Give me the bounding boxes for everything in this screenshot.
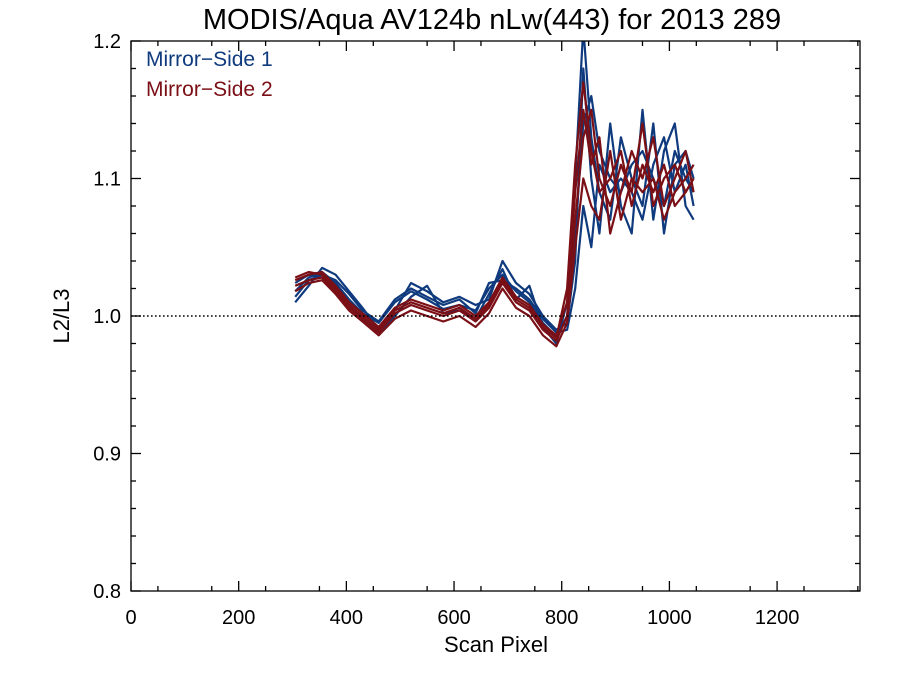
series-line-8 xyxy=(294,81,695,340)
y-axis-label: L2/L3 xyxy=(49,288,74,343)
series-line-4 xyxy=(294,136,695,334)
x-tick-label: 200 xyxy=(222,607,255,629)
x-tick-label: 800 xyxy=(545,607,578,629)
x-tick-label: 1000 xyxy=(647,607,692,629)
x-tick-label: 600 xyxy=(437,607,470,629)
y-tick-label: 1.2 xyxy=(93,31,121,53)
x-axis-label: Scan Pixel xyxy=(444,632,548,657)
series-line-7 xyxy=(294,149,695,348)
legend-entry-mirror-side-1: Mirror−Side 1 xyxy=(146,48,273,71)
y-tick-label: 0.9 xyxy=(93,444,121,466)
y-tick-label: 1.0 xyxy=(93,306,121,328)
y-tick-label: 0.8 xyxy=(93,581,121,603)
series-line-6 xyxy=(294,108,695,337)
chart-title: MODIS/Aqua AV124b nLw(443) for 2013 289 xyxy=(203,4,781,36)
legend-entry-mirror-side-2: Mirror−Side 2 xyxy=(146,78,273,101)
plot-area xyxy=(294,41,695,348)
axis-tick-labels: 0 200 400 600 800 1000 1200 0.8 0.9 1.0 1.1 1.2 xyxy=(93,31,799,629)
axis-ticks xyxy=(130,40,860,592)
series-line-5 xyxy=(294,108,695,342)
x-tick-label: 0 xyxy=(125,607,136,629)
x-tick-label: 1200 xyxy=(755,607,800,629)
x-tick-label: 400 xyxy=(330,607,363,629)
y-tick-label: 1.1 xyxy=(93,169,121,191)
